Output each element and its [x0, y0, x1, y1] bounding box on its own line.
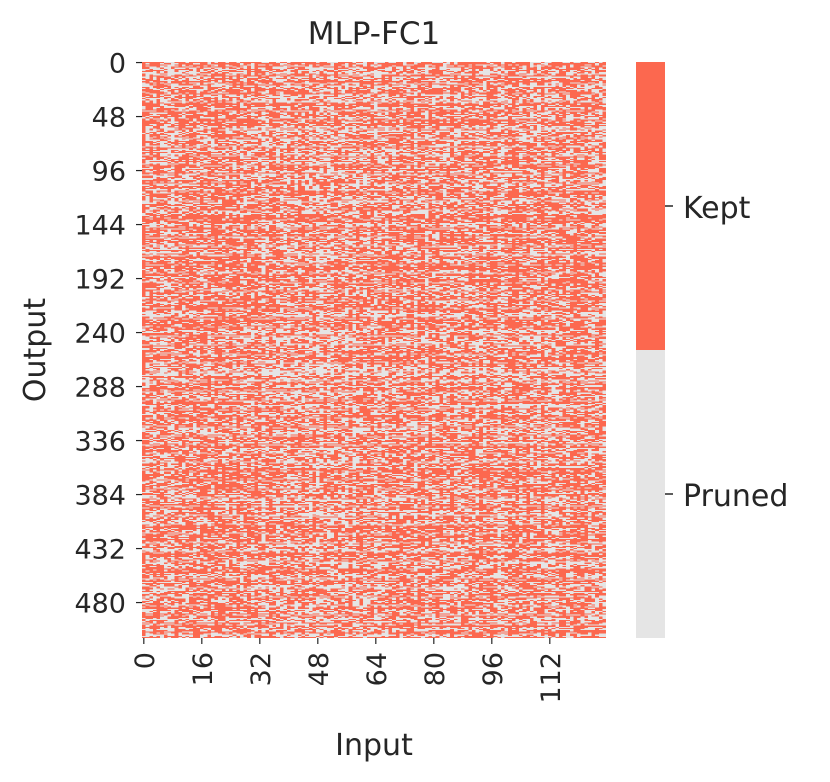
- y-tick-label: 96: [92, 157, 126, 188]
- chart-title: MLP-FC1: [308, 16, 440, 52]
- heatmap-cells: [142, 62, 606, 638]
- y-tick-label: 336: [74, 427, 126, 458]
- y-tick-label: 192: [74, 265, 126, 296]
- heatmap-area: [142, 62, 606, 638]
- y-axis-ticks: 0 48 96 144 192 240 288 336 384 432 480: [74, 49, 142, 620]
- colorbar-label-pruned: Pruned: [683, 479, 788, 514]
- y-tick-label: 432: [74, 535, 126, 566]
- x-tick-label: 112: [536, 652, 567, 704]
- x-axis-label: Input: [335, 728, 413, 763]
- x-axis-ticks: 0 16 32 48 64 80 96 112: [130, 638, 567, 704]
- y-tick-label: 288: [74, 373, 126, 404]
- y-tick-label: 0: [109, 49, 126, 80]
- colorbar-segment-pruned: [636, 350, 665, 638]
- y-tick-label: 144: [74, 211, 126, 242]
- colorbar-segment-kept: [636, 62, 665, 350]
- y-tick-label: 384: [74, 481, 126, 512]
- colorbar-label-kept: Kept: [683, 191, 751, 226]
- x-tick-label: 48: [304, 652, 335, 686]
- y-tick-label: 240: [74, 319, 126, 350]
- x-tick-label: 0: [130, 652, 161, 669]
- x-tick-label: 80: [420, 652, 451, 686]
- x-tick-label: 96: [478, 652, 509, 686]
- x-tick-label: 64: [362, 652, 393, 686]
- y-axis-label: Output: [18, 298, 53, 402]
- colorbar: Kept Pruned: [636, 62, 788, 638]
- y-tick-label: 48: [92, 103, 126, 134]
- x-tick-label: 32: [246, 652, 277, 686]
- y-tick-label: 480: [74, 589, 126, 620]
- x-tick-label: 16: [188, 652, 219, 686]
